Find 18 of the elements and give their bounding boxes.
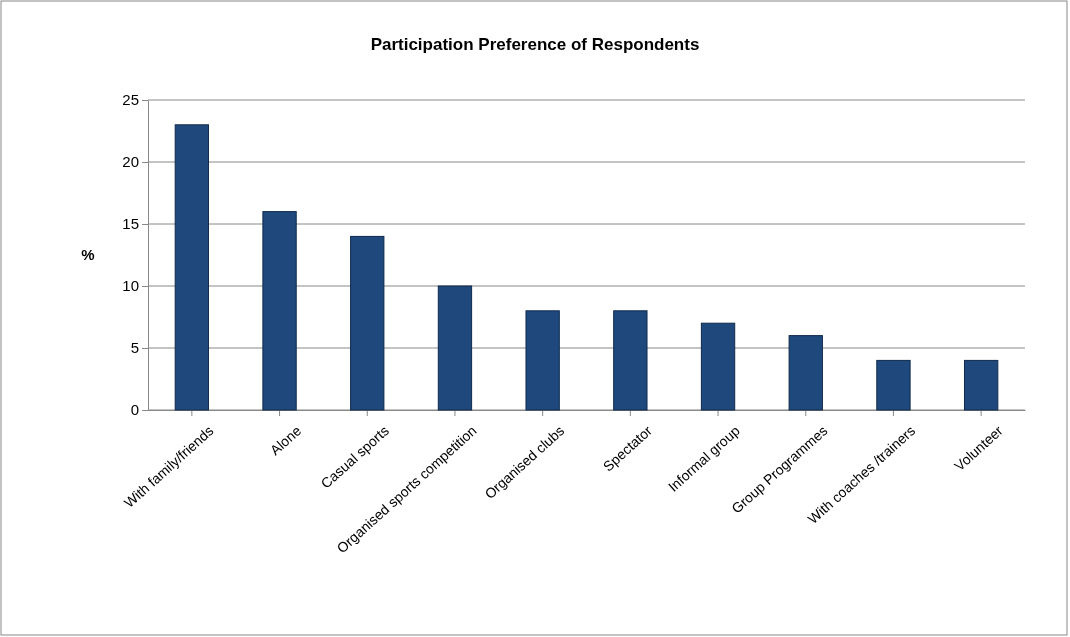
bar xyxy=(963,359,999,411)
bar xyxy=(525,310,560,411)
chart-title: Participation Preference of Respondents xyxy=(370,35,700,54)
y-axis-title: % xyxy=(81,246,95,263)
bar xyxy=(700,322,736,411)
y-tick-label: 20 xyxy=(122,153,139,171)
y-tick-label: 10 xyxy=(122,277,139,295)
y-tick-label: 15 xyxy=(122,215,139,233)
y-tick-label: 5 xyxy=(130,339,139,357)
y-tick-label: 25 xyxy=(122,91,139,109)
bar xyxy=(613,310,648,411)
bar xyxy=(174,124,210,411)
bar xyxy=(876,359,911,411)
bar xyxy=(437,285,473,411)
y-tick-label: 0 xyxy=(130,401,139,419)
bar xyxy=(262,211,297,411)
bar xyxy=(350,235,385,411)
bar xyxy=(788,335,823,411)
